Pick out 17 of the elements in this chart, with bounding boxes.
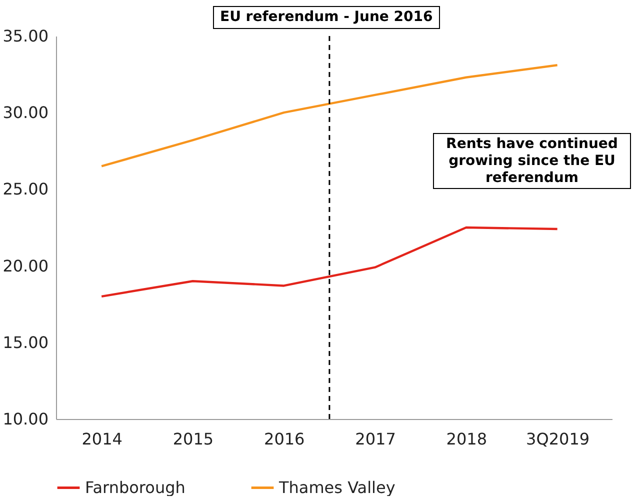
- y-tick-label: 30.00: [2, 103, 48, 122]
- y-tick-label: 35.00: [2, 26, 48, 46]
- line-series: [100, 226, 558, 298]
- y-tick-label: 20.00: [2, 256, 48, 276]
- x-tick-label: 2018: [446, 430, 488, 448]
- x-tick-label: 2017: [355, 430, 396, 448]
- x-tick-label: 2015: [172, 430, 214, 448]
- annotation: Rents have continued growing since the EU referendum: [433, 133, 631, 190]
- x-tick-label: 2016: [264, 430, 305, 448]
- y-tick-label: 25.00: [2, 180, 48, 199]
- legend-label: Farnborough: [85, 478, 186, 497]
- x-tick-label: 2014: [82, 430, 122, 448]
- legend-label: Thames Valley: [278, 478, 396, 497]
- ref-line-label: EU referendum - June 2016: [213, 6, 440, 29]
- x-tick-label: 3Q2019: [526, 430, 590, 448]
- y-tick-label: 15.00: [2, 332, 48, 352]
- y-tick-label: 10.00: [2, 410, 48, 428]
